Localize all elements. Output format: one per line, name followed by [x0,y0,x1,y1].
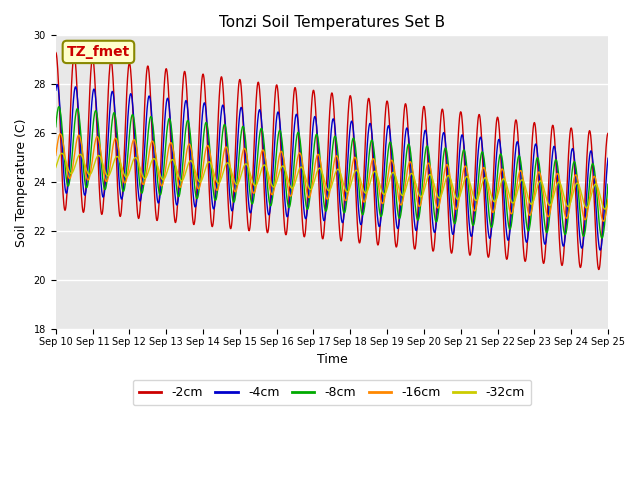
-8cm [539,201,547,206]
-16cm [56,131,64,137]
-4cm [54,82,61,87]
-16cm [175,183,183,189]
Line: -2cm: -2cm [56,52,608,270]
-8cm [604,181,612,187]
-4cm [175,189,183,194]
Title: Tonzi Soil Temperatures Set B: Tonzi Soil Temperatures Set B [219,15,445,30]
-8cm [55,104,63,109]
-32cm [604,200,612,206]
-2cm [237,78,244,84]
-32cm [58,150,66,156]
-8cm [418,188,426,193]
-2cm [604,131,612,136]
-4cm [418,158,426,164]
-16cm [52,153,60,158]
Line: -32cm: -32cm [56,153,608,209]
-4cm [237,105,244,111]
Y-axis label: Soil Temperature (C): Soil Temperature (C) [15,118,28,247]
-2cm [418,127,426,132]
-32cm [601,206,609,212]
-32cm [418,193,426,199]
Line: -8cm: -8cm [56,107,608,238]
-16cm [418,196,426,202]
-16cm [604,197,612,203]
-8cm [175,193,183,199]
-2cm [490,168,497,174]
-4cm [52,87,60,93]
-2cm [52,49,60,55]
-4cm [490,191,498,197]
-2cm [595,267,603,273]
-32cm [539,182,547,188]
-8cm [237,134,244,140]
-16cm [490,208,498,214]
-32cm [162,174,170,180]
Line: -16cm: -16cm [56,134,608,221]
-8cm [162,144,170,150]
-4cm [162,108,170,114]
-32cm [175,174,183,180]
-2cm [538,255,546,261]
-32cm [490,199,498,204]
-8cm [490,212,498,217]
-16cm [162,167,170,172]
Line: -4cm: -4cm [56,84,608,250]
-32cm [52,165,60,170]
-4cm [596,247,604,253]
-2cm [161,71,169,76]
-16cm [600,218,607,224]
-16cm [539,185,547,191]
-16cm [237,161,244,167]
-8cm [598,235,605,241]
-2cm [175,180,182,186]
Legend: -2cm, -4cm, -8cm, -16cm, -32cm: -2cm, -4cm, -8cm, -16cm, -32cm [132,380,531,406]
-32cm [237,173,244,179]
-4cm [604,156,612,161]
-8cm [52,124,60,130]
-4cm [539,228,547,234]
Text: TZ_fmet: TZ_fmet [67,45,130,59]
X-axis label: Time: Time [317,352,348,366]
